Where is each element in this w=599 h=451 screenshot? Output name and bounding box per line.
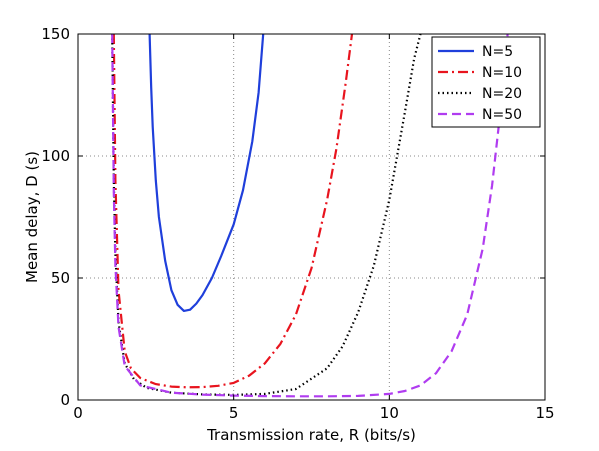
series-line-n-20	[111, 34, 422, 396]
x-tick-label: 10	[380, 404, 399, 422]
x-tick-label: 15	[535, 404, 554, 422]
series-layer	[111, 34, 509, 398]
x-tick-label: 0	[73, 404, 83, 422]
y-tick-label: 100	[41, 147, 70, 165]
grid	[78, 34, 545, 400]
series-line-n-5	[148, 34, 265, 312]
legend-label: N=5	[482, 44, 513, 60]
legend: N=5 N=10 N=20 N=50	[431, 36, 541, 128]
plot-border	[77, 33, 546, 401]
legend-label: N=10	[482, 65, 522, 81]
x-tick-label: 5	[229, 404, 239, 422]
y-tick-label: 50	[51, 269, 70, 287]
series-line-n-10	[112, 34, 354, 389]
y-tick-label: 150	[41, 25, 70, 43]
legend-label: N=50	[482, 107, 522, 123]
legend-label: N=20	[482, 86, 522, 102]
y-tick-label: 0	[60, 391, 70, 409]
y-axis-label: Mean delay, D (s)	[23, 151, 41, 283]
x-axis-label: Transmission rate, R (bits/s)	[206, 426, 416, 444]
series-line-n-50	[111, 34, 509, 398]
